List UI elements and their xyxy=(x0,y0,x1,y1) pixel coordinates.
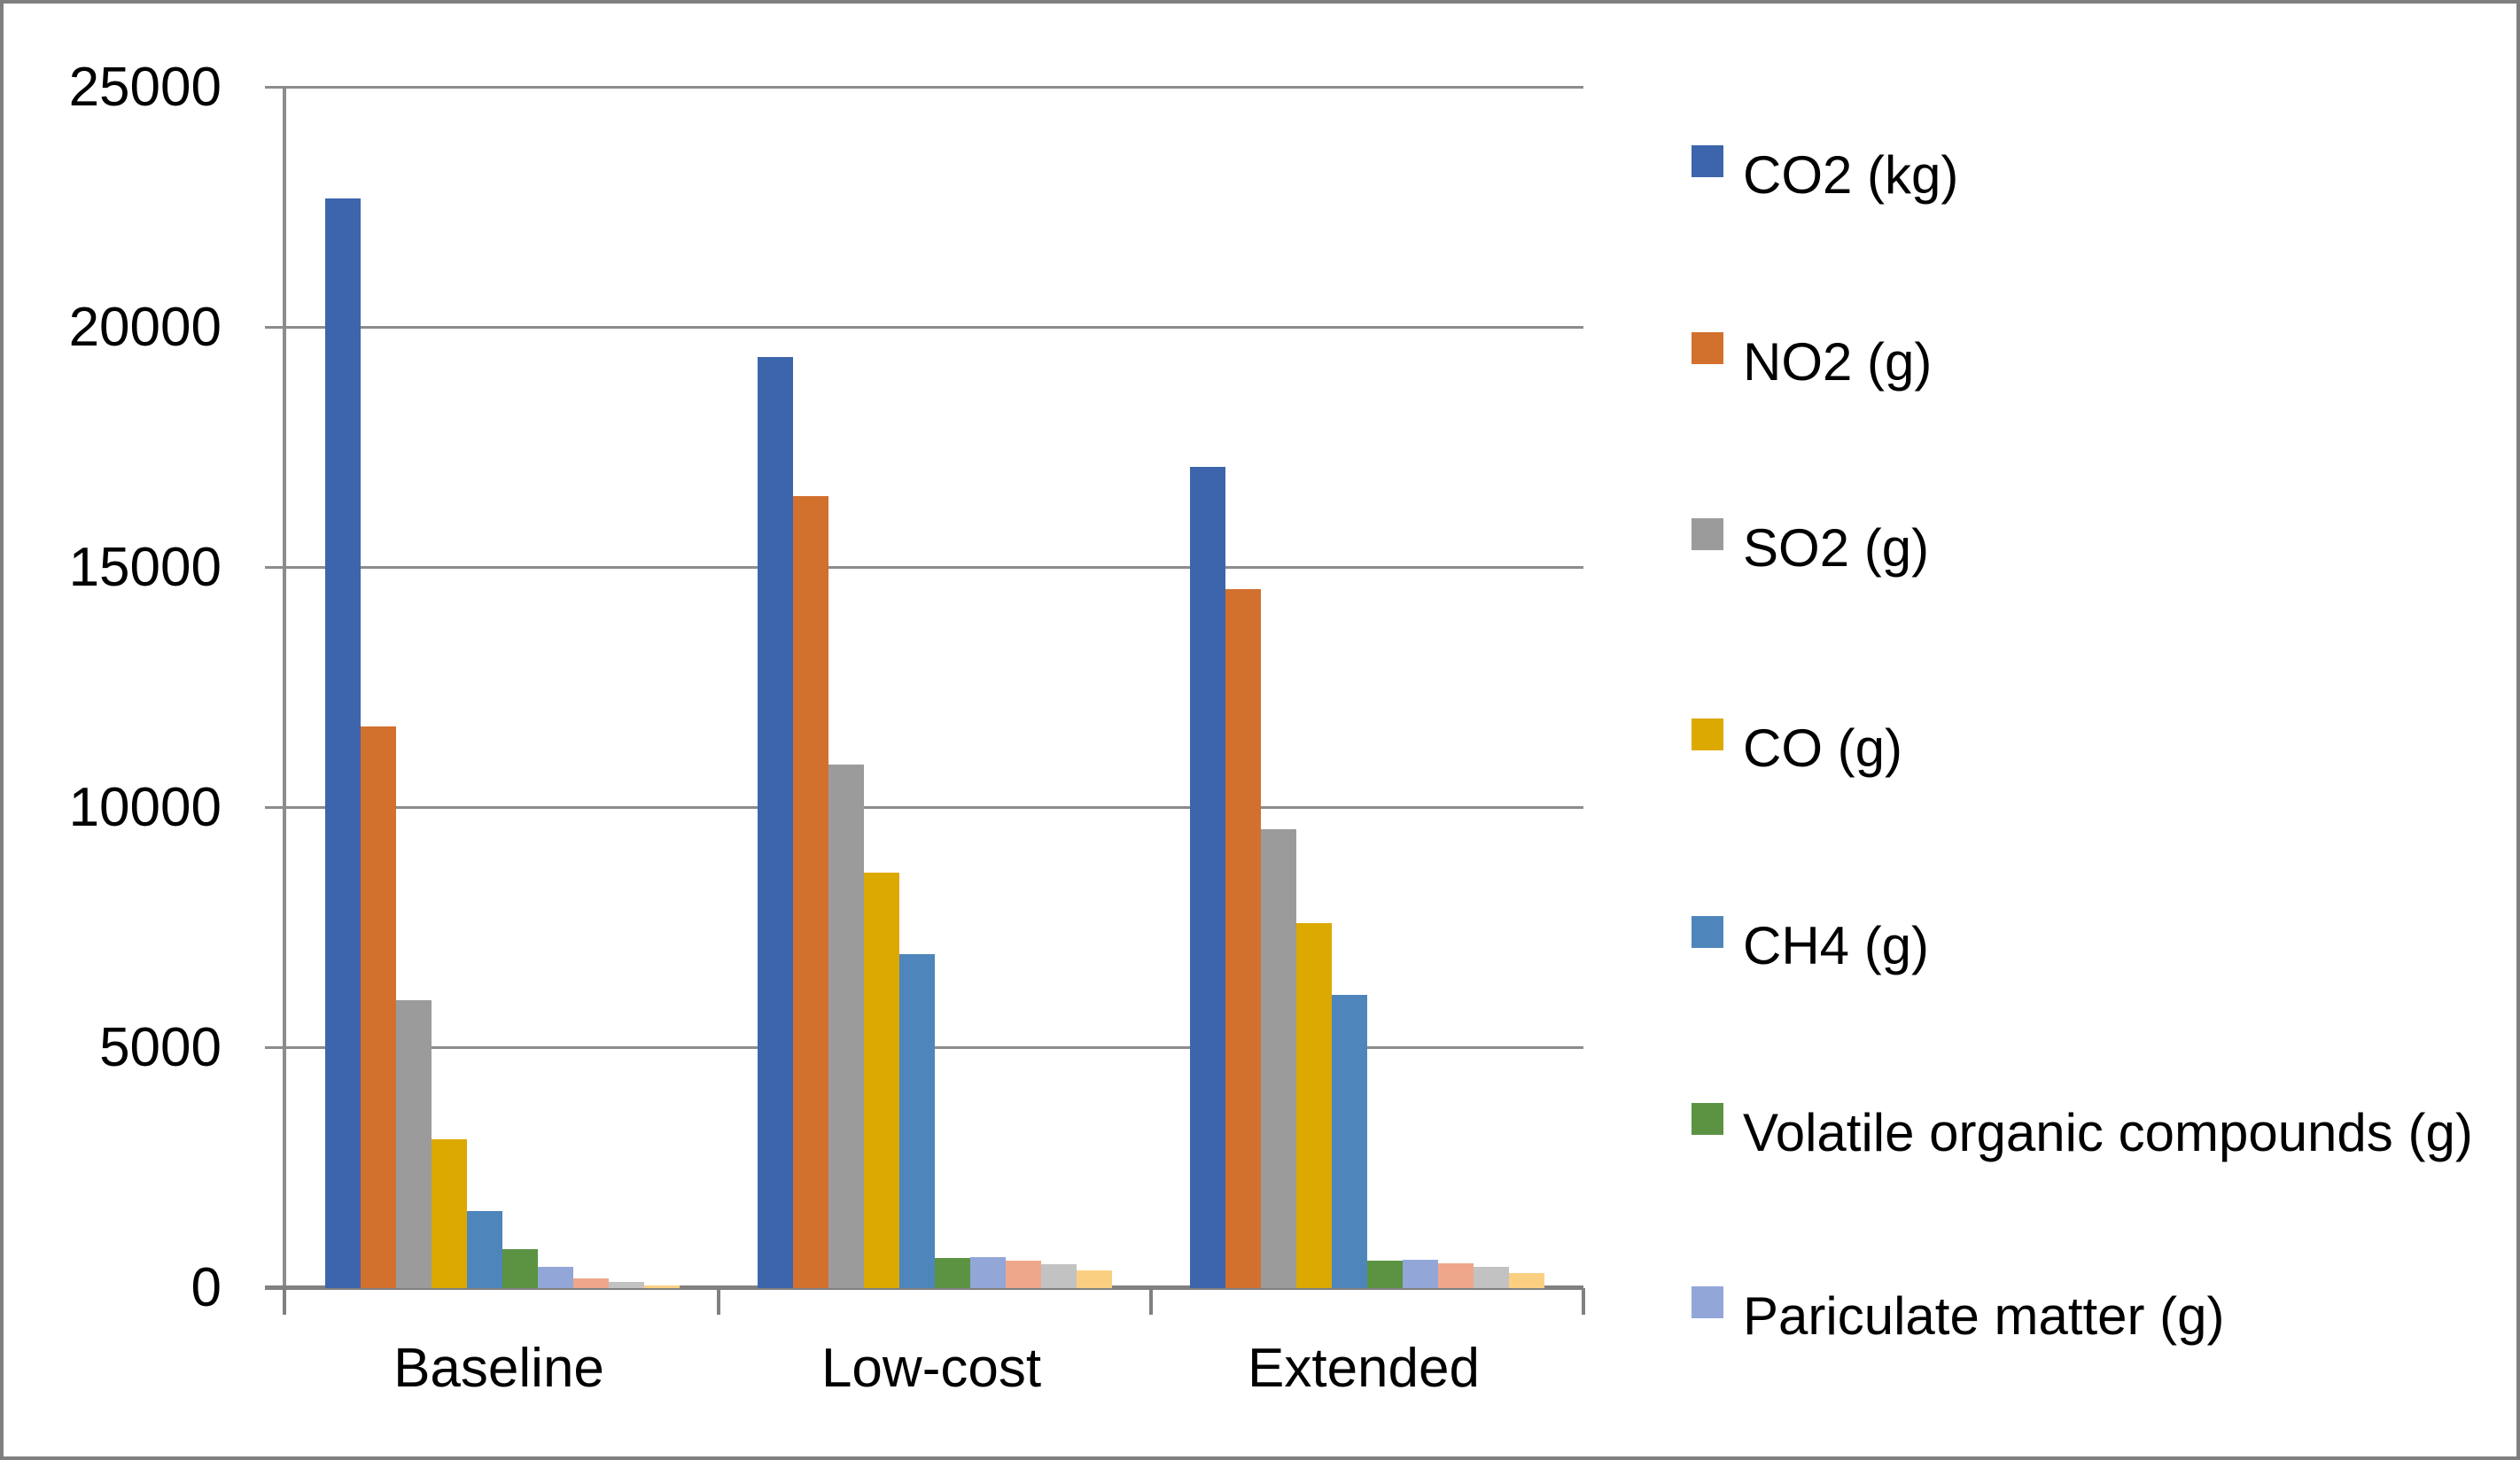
bar-CO2 (kg)-Extended xyxy=(1190,467,1225,1288)
bar-CH4 (g)-Baseline xyxy=(467,1211,502,1288)
bar-Volatile organic compounds (g)-Extended xyxy=(1367,1261,1403,1288)
legend-label: NO2 (g) xyxy=(1743,332,1933,392)
bar-group-extended xyxy=(1151,88,1583,1288)
category-label-baseline: Baseline xyxy=(393,1338,604,1399)
bar-CH4 (g)-Extended xyxy=(1332,995,1367,1288)
bar-CH4 (g)-Low-cost xyxy=(899,954,935,1288)
y-tick-label-10000: 10000 xyxy=(68,777,222,838)
gridline-25000 xyxy=(265,86,1583,89)
legend-label: SO2 (g) xyxy=(1743,518,1930,578)
legend-entry: Volatile organic compounds (g) xyxy=(1692,1094,2489,1172)
bar-group-baseline xyxy=(286,88,719,1288)
category-label-low-cost: Low-cost xyxy=(821,1338,1042,1399)
gridline-10000 xyxy=(265,806,1583,809)
bar-CO (g)-Low-cost xyxy=(864,873,899,1288)
bar-series-10-Low-cost xyxy=(1077,1270,1112,1288)
bar-Volatile organic compounds (g)-Baseline xyxy=(502,1249,538,1288)
y-tick-label-25000: 25000 xyxy=(68,57,222,118)
legend-entry: CO2 (kg) xyxy=(1692,136,2489,214)
legend-label: Pariculate matter (g) xyxy=(1743,1286,2225,1346)
x-axis-tick xyxy=(717,1288,720,1315)
bar-series-9-Extended xyxy=(1474,1267,1509,1288)
bar-CO (g)-Extended xyxy=(1296,923,1332,1288)
legend-label: CH4 (g) xyxy=(1743,916,1930,975)
bar-SO2 (g)-Low-cost xyxy=(828,765,864,1288)
bar-series-9-Baseline xyxy=(609,1282,644,1288)
legend-swatch-icon xyxy=(1692,332,1723,364)
bar-Volatile organic compounds (g)-Low-cost xyxy=(935,1258,970,1288)
legend-swatch-icon xyxy=(1692,1103,1723,1135)
legend-label: CO2 (kg) xyxy=(1743,145,1959,205)
legend-label: CO (g) xyxy=(1743,718,1902,778)
legend-entry: CH4 (g) xyxy=(1692,907,2489,985)
legend-entry: Pariculate matter (g) xyxy=(1692,1278,2489,1355)
bar-series-10-Extended xyxy=(1509,1273,1544,1288)
bar-Pariculate matter (g)-Low-cost xyxy=(970,1257,1006,1288)
bar-NO2 (g)-Extended xyxy=(1225,589,1261,1288)
bar-group-low-cost xyxy=(719,88,1151,1288)
x-axis-tick xyxy=(1582,1288,1585,1315)
y-tick-label-0: 0 xyxy=(191,1257,222,1318)
bar-series-9-Low-cost xyxy=(1041,1264,1077,1288)
bar-Pariculate matter (g)-Extended xyxy=(1403,1260,1438,1288)
bar-NO2 (g)-Low-cost xyxy=(793,496,828,1288)
legend-swatch-icon xyxy=(1692,916,1723,948)
x-axis-tick xyxy=(283,1288,286,1315)
legend-entry: SO2 (g) xyxy=(1692,509,2489,587)
bar-CO (g)-Baseline xyxy=(432,1139,467,1288)
x-axis-tick xyxy=(1149,1288,1153,1315)
bar-series-8-Low-cost xyxy=(1006,1261,1041,1288)
bar-Pariculate matter (g)-Baseline xyxy=(538,1267,573,1288)
y-tick-label-20000: 20000 xyxy=(68,297,222,358)
bar-NO2 (g)-Baseline xyxy=(361,726,396,1288)
gridline-15000 xyxy=(265,566,1583,569)
y-tick-label-5000: 5000 xyxy=(99,1017,222,1078)
bar-SO2 (g)-Extended xyxy=(1261,829,1296,1288)
bar-series-8-Baseline xyxy=(573,1278,609,1288)
bar-CO2 (kg)-Low-cost xyxy=(758,357,793,1288)
gridline-20000 xyxy=(265,326,1583,329)
category-label-extended: Extended xyxy=(1248,1338,1480,1399)
plot-area xyxy=(265,86,1585,1315)
bar-CO2 (kg)-Baseline xyxy=(325,198,361,1288)
legend-entry: CO (g) xyxy=(1692,710,2489,788)
bar-series-8-Extended xyxy=(1438,1263,1474,1288)
bar-SO2 (g)-Baseline xyxy=(396,1000,432,1288)
legend-entry: NO2 (g) xyxy=(1692,323,2489,401)
legend-label: Volatile organic compounds (g) xyxy=(1743,1103,2473,1162)
legend-swatch-icon xyxy=(1692,718,1723,750)
y-tick-label-15000: 15000 xyxy=(68,537,222,598)
legend-swatch-icon xyxy=(1692,1286,1723,1318)
bar-series-10-Baseline xyxy=(644,1285,680,1288)
legend-swatch-icon xyxy=(1692,145,1723,177)
legend-swatch-icon xyxy=(1692,518,1723,550)
